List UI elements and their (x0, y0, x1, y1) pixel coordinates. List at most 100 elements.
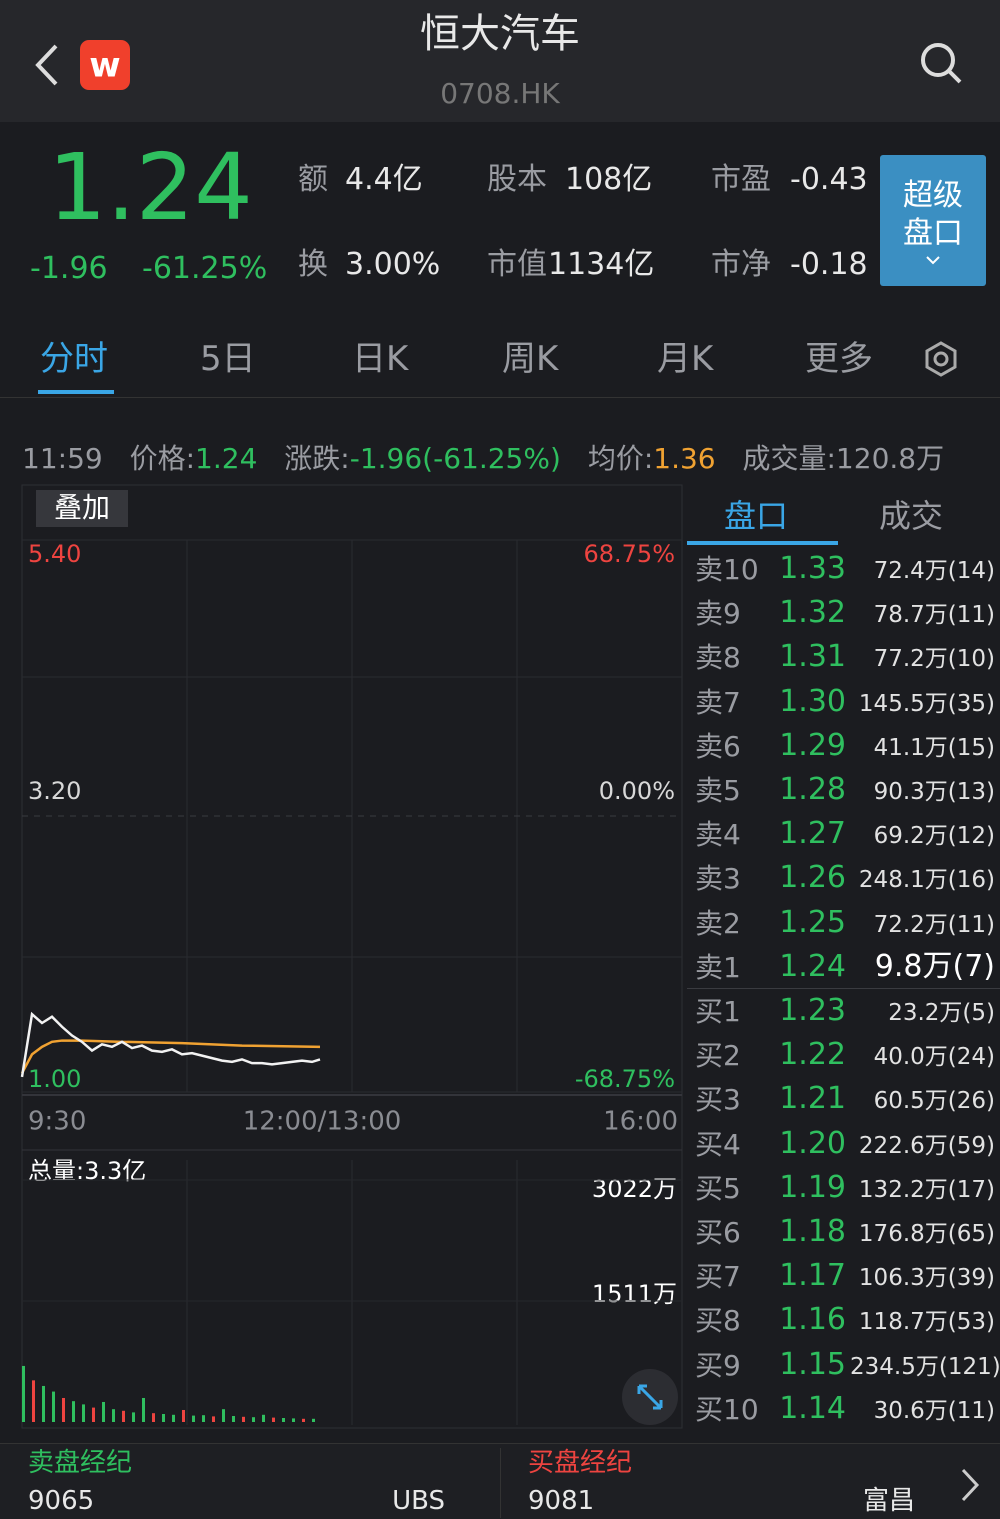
book-volume: 145.5万 (858, 690, 948, 717)
book-label: 卖4 (695, 818, 741, 852)
book-count: (65) (947, 1221, 995, 1247)
book-count: (13) (947, 779, 995, 805)
volume-bar (262, 1414, 265, 1422)
book-count: (24) (947, 1044, 995, 1071)
book-count: (15) (947, 734, 995, 761)
volume-bar (282, 1417, 285, 1422)
book-divider (687, 988, 1000, 989)
info-time: 11:59 (22, 442, 103, 475)
volume-bar (42, 1385, 45, 1422)
info-label: 均价: (587, 442, 654, 475)
book-tab-underline (687, 541, 838, 545)
book-count: (16) (947, 867, 995, 894)
book-count: (39) (947, 1265, 995, 1292)
book-price: 1.33 (779, 551, 846, 586)
book-label: 卖6 (695, 729, 741, 763)
info-label: 价格: (129, 442, 196, 475)
book-count: (121) (938, 1353, 1000, 1380)
book-volume: 40.0万(24) (850, 1046, 995, 1069)
tab[interactable]: 更多 (805, 339, 873, 379)
book-tab[interactable]: 盘口 (724, 497, 789, 535)
book-label: 买9 (695, 1348, 741, 1382)
book-label: 买6 (695, 1216, 741, 1249)
y2-tick-label: -68.75% (575, 1065, 675, 1093)
book-volume: 69.2万 (873, 823, 948, 850)
book-label: 卖1 (695, 950, 741, 984)
back-button[interactable] (30, 42, 64, 88)
volume-bar (72, 1401, 75, 1422)
book-volume: 72.4万(14) (850, 560, 995, 583)
book-count: (17) (947, 1176, 995, 1203)
book-label: 买7 (695, 1260, 741, 1294)
stat-value: 1134亿 (548, 247, 655, 282)
book-label: 卖8 (695, 641, 741, 675)
book-count: (11) (947, 602, 995, 629)
tab[interactable]: 月K (657, 339, 714, 379)
book-price: 1.16 (779, 1302, 846, 1338)
volume-bar (182, 1409, 185, 1422)
book-price: 1.25 (779, 904, 846, 940)
tab[interactable]: 5日 (200, 339, 256, 379)
stat-label: 股本 (487, 162, 547, 197)
x-tick-label: 12:00/13:00 (243, 1107, 402, 1137)
book-price: 1.15 (779, 1346, 846, 1382)
tab[interactable]: 日K (352, 339, 409, 379)
overlay-button[interactable] (36, 490, 128, 527)
book-price: 1.19 (779, 1169, 846, 1205)
more-brokers[interactable] (955, 1466, 985, 1506)
broker-divider (500, 1448, 501, 1518)
book-tab[interactable]: 成交 (879, 497, 944, 535)
book-label: 买8 (695, 1304, 741, 1338)
book-count: (10) (947, 646, 995, 673)
buy-broker-name[interactable]: 富昌 (862, 1486, 915, 1516)
sell-broker-name[interactable]: UBS (392, 1486, 445, 1516)
avg-line (20, 1039, 321, 1074)
book-price: 1.29 (779, 727, 846, 763)
book-price: 1.18 (779, 1214, 846, 1249)
volume-bar (222, 1409, 225, 1422)
stat-label: 额 (298, 162, 328, 197)
book-price: 1.30 (779, 683, 846, 719)
book-volume: 40.0万 (873, 1044, 948, 1071)
volume-bar (152, 1413, 155, 1422)
intraday-chart: 叠加 总量:3.3亿 5.40 3.20 1.00 68.75% 0.00% -68.75… (20, 484, 683, 1429)
volume-bar (102, 1401, 105, 1422)
settings-button[interactable] (922, 340, 960, 378)
stat-value: -0.43 (790, 162, 868, 197)
tab[interactable]: 周K (502, 339, 559, 379)
book-volume: 9.8万 (874, 948, 953, 984)
book-volume: 77.2万 (873, 646, 948, 673)
search-button[interactable] (918, 40, 964, 86)
tab[interactable]: 分时 (40, 339, 108, 379)
stat-label: 市净 (711, 247, 771, 282)
book-price: 1.24 (779, 948, 846, 984)
book-count: (59) (947, 1132, 995, 1159)
sell-broker-id[interactable]: 9065 (28, 1486, 95, 1516)
book-volume: 248.1万(16) (850, 869, 995, 892)
book-volume: 106.3万(39) (850, 1267, 995, 1290)
buy-broker-id[interactable]: 9081 (528, 1486, 595, 1516)
book-volume: 222.6万 (858, 1132, 948, 1159)
x-tick-label: 9:30 (28, 1107, 86, 1137)
stat-value: 108亿 (565, 162, 653, 197)
book-volume: 145.5万(35) (850, 690, 995, 717)
book-count: (5) (962, 1000, 995, 1026)
book-volume: 77.2万(10) (850, 648, 995, 671)
info-line: 11:59 价格:1.24 涨跌:-1.96(-61.25%) 均价:1.36 … (22, 445, 944, 473)
book-price: 1.28 (779, 772, 846, 807)
book-price: 1.20 (779, 1125, 846, 1161)
info-label: 涨跌: (284, 442, 350, 475)
book-volume: 72.2万(11) (850, 913, 995, 937)
book-volume: 90.3万 (873, 779, 948, 805)
book-volume: 9.8万(7) (850, 948, 995, 984)
stock-name: 恒大汽车 (420, 11, 580, 57)
book-volume: 106.3万 (858, 1265, 948, 1292)
info-volume: 成交量:120.8万 (742, 442, 945, 475)
app-logo[interactable]: w (80, 40, 130, 90)
volume-bar (252, 1417, 255, 1422)
super-book-button[interactable]: 超级盘口 (880, 155, 986, 286)
book-count: (14) (947, 558, 995, 584)
book-volume: 176.8万 (858, 1221, 948, 1247)
stat-label: 市值 (487, 247, 547, 282)
